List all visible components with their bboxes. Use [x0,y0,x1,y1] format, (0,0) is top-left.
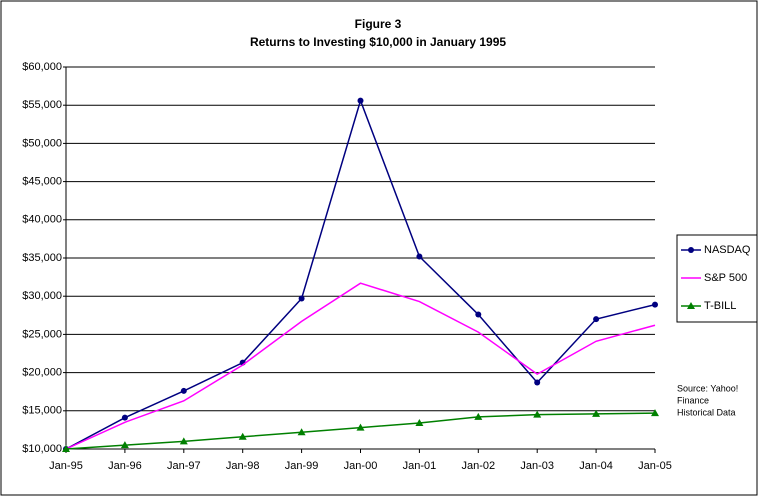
x-tick-label: Jan-98 [226,460,260,472]
x-tick-label: Jan-95 [49,460,83,472]
chart-subtitle: Returns to Investing $10,000 in January … [250,35,506,49]
marker [120,441,129,449]
x-tick-label: Jan-01 [403,460,437,472]
y-tick-label: $25,000 [22,328,62,340]
marker [592,409,601,417]
y-tick-label: $55,000 [22,99,62,111]
marker [121,414,128,421]
series-line [65,282,656,450]
x-tick-label: Jan-00 [344,460,378,472]
marker [687,302,695,309]
y-tick-label: $60,000 [22,61,62,73]
y-tick-label: $20,000 [22,367,62,379]
y-tick-label: $30,000 [22,290,62,302]
y-tick-label: $50,000 [22,137,62,149]
marker [297,428,306,436]
marker [415,419,424,427]
chart-title: Figure 3 [355,17,402,31]
marker [533,410,542,418]
annotation: Historical Data [677,407,736,417]
y-tick-label: $15,000 [22,405,62,417]
annotation: Source: Yahoo! [677,383,738,393]
marker [652,301,658,308]
x-tick-label: Jan-04 [579,460,613,472]
marker [416,253,423,260]
annotation: Finance [677,395,709,405]
marker [593,316,600,323]
y-tick-label: $40,000 [22,214,62,226]
marker [238,432,247,440]
x-tick-label: Jan-02 [461,460,495,472]
marker [474,412,483,420]
marker [298,295,305,302]
marker [651,409,659,417]
x-tick-label: Jan-97 [167,460,201,472]
y-tick-label: $10,000 [22,443,62,455]
marker [356,423,365,431]
marker [62,445,70,452]
x-tick-label: Jan-96 [108,460,142,472]
marker [179,437,188,445]
y-tick-label: $45,000 [22,176,62,188]
marker [357,97,364,104]
legend-label: S&P 500 [704,272,747,284]
marker [534,379,541,386]
x-tick-label: Jan-99 [285,460,319,472]
legend-label: NASDAQ [704,244,751,256]
y-tick-label: $35,000 [22,252,62,264]
marker [688,247,694,253]
x-tick-label: Jan-05 [638,460,672,472]
legend-label: T-BILL [704,300,736,312]
marker [180,387,187,394]
x-tick-label: Jan-03 [520,460,554,472]
marker [475,311,482,318]
